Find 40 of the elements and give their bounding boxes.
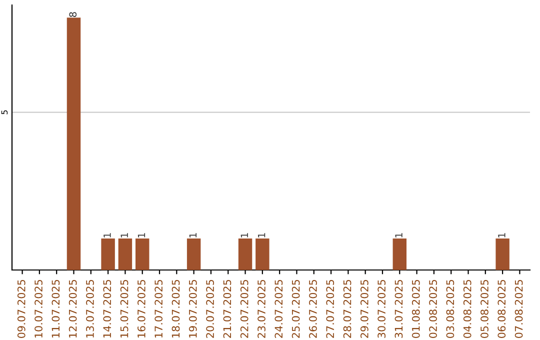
x-tick-label: 16.07.2025 <box>138 280 146 338</box>
x-tick-label: 22.07.2025 <box>240 280 248 338</box>
data-label: 1 <box>240 233 248 238</box>
data-label: 1 <box>138 233 146 238</box>
x-tick-label: 20.07.2025 <box>206 280 214 338</box>
x-tick-label: 01.08.2025 <box>412 280 420 338</box>
x-tick-label: 03.08.2025 <box>446 280 454 338</box>
data-label: 1 <box>395 233 402 238</box>
x-tick-label: 14.07.2025 <box>103 280 112 338</box>
x-tick-label: 31.07.2025 <box>394 280 403 338</box>
data-label: 1 <box>120 233 128 238</box>
x-tick-label: 12.07.2025 <box>68 280 77 338</box>
x-tick-label: 06.08.2025 <box>498 280 506 338</box>
x-tick-label: 24.07.2025 <box>274 280 283 338</box>
x-tick-label: 29.07.2025 <box>360 280 368 338</box>
x-tick-label: 05.08.2025 <box>480 280 488 338</box>
x-tick-label: 27.07.2025 <box>326 280 334 338</box>
x-tick-label: 25.07.2025 <box>292 280 300 338</box>
x-tick-label: 21.07.2025 <box>223 280 232 338</box>
x-tick-label: 10.07.2025 <box>34 280 42 338</box>
data-label: 8 <box>69 12 77 17</box>
x-tick-label: 11.07.2025 <box>52 280 60 338</box>
x-tick-label: 18.07.2025 <box>172 280 180 338</box>
x-tick-label: 23.07.2025 <box>258 280 266 338</box>
x-tick-label: 28.07.2025 <box>343 280 352 338</box>
x-tick-label: 15.07.2025 <box>120 280 128 338</box>
data-label: 1 <box>498 233 506 238</box>
x-tick-label: 26.07.2025 <box>309 280 317 338</box>
data-label: 1 <box>189 233 196 238</box>
x-tick-label: 02.08.2025 <box>429 280 437 338</box>
x-tick-label: 13.07.2025 <box>86 280 94 338</box>
data-label: 1 <box>104 233 111 238</box>
x-tick-label: 30.07.2025 <box>378 280 386 338</box>
x-tick-label: 19.07.2025 <box>188 280 197 338</box>
x-tick-label: 07.08.2025 <box>514 280 523 338</box>
x-tick-label: 04.08.2025 <box>463 280 472 338</box>
x-tick-label: 09.07.2025 <box>17 280 26 338</box>
data-label: 1 <box>258 233 266 238</box>
y-tick-label: 5 <box>1 110 8 114</box>
x-tick-label: 17.07.2025 <box>154 280 163 338</box>
